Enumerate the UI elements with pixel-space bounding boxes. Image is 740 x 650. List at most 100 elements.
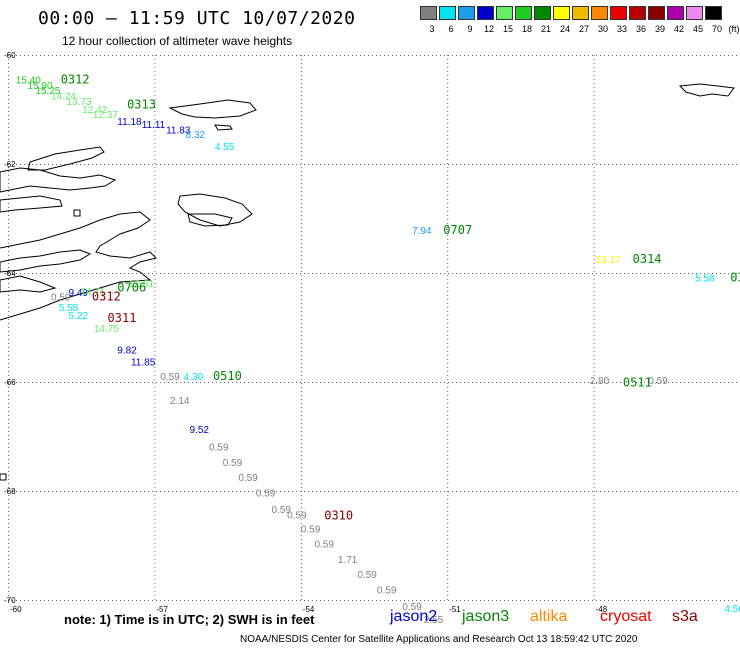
- wave-height-value: 15.40: [16, 75, 41, 86]
- longitude-label: -54: [303, 605, 315, 614]
- wave-height-value: 23.17: [596, 255, 621, 266]
- colorbar-swatch: [515, 6, 532, 20]
- wave-height-value: 5.22: [69, 311, 89, 322]
- colorbar-swatch: [458, 6, 475, 20]
- longitude-label: -48: [596, 605, 608, 614]
- map-grid: -60-57-54-51-48-45-60-62-64-66-68-70: [4, 51, 737, 614]
- latitude-label: -66: [4, 378, 16, 387]
- wave-height-value: 0.59: [238, 473, 258, 484]
- pass-time-label: 0312: [92, 289, 121, 303]
- satellite-jason3: jason3: [462, 608, 510, 625]
- pass-time-label: 0312: [61, 72, 90, 86]
- colorbar-tick-label: 70: [711, 24, 722, 34]
- map-title: 00:00 – 11:59 UTC 10/07/2020: [38, 8, 356, 29]
- colorbar-swatch: [477, 6, 494, 20]
- colorbar-tick-label: 21: [540, 24, 551, 34]
- wave-height-value: 0.59: [357, 570, 377, 581]
- wave-height-value: 0.59: [301, 524, 321, 535]
- colorbar-swatch: [534, 6, 551, 20]
- colorbar-tick-label: 15: [502, 24, 513, 34]
- wave-height-value: 0.59: [223, 458, 243, 469]
- pass-time-label: 03: [730, 271, 740, 285]
- wave-height-value: 0.59: [402, 602, 422, 613]
- wave-height-value: 0.59: [377, 585, 397, 596]
- wave-height-value: 2.55: [424, 615, 444, 626]
- colorbar-tick-label: 33: [616, 24, 627, 34]
- wave-height-value: 0.59: [256, 488, 276, 499]
- wave-height-value: 14.75: [94, 324, 119, 335]
- latitude-label: -60: [4, 51, 16, 60]
- observation-labels: 15.4015.9015.2514.2413.7312.4212.3711.18…: [16, 72, 740, 626]
- wave-height-value: 11.83: [166, 125, 191, 136]
- wave-height-value: 15.25: [35, 86, 60, 97]
- colorbar-swatch: [610, 6, 627, 20]
- pass-time-label: 0510: [213, 369, 242, 383]
- satellite-cryosat: cryosat: [600, 608, 652, 625]
- longitude-label: -57: [156, 605, 168, 614]
- colorbar-tick-label: 3: [429, 24, 435, 34]
- colorbar-swatch: [667, 6, 684, 20]
- satellite-jason2: jason2: [390, 608, 438, 625]
- wave-height-value: 14.71: [80, 287, 105, 298]
- colorbar-tick-label: 12: [483, 24, 494, 34]
- colorbar-swatch: [705, 6, 722, 20]
- colorbar-tick-label: 27: [578, 24, 589, 34]
- wave-height-value: 12.42: [82, 105, 107, 116]
- colorbar-swatch: [496, 6, 513, 20]
- latitude-label: -68: [4, 487, 16, 496]
- colorbar-tick-label: 6: [448, 24, 454, 34]
- pass-time-label: 0706: [117, 281, 146, 295]
- peninsula-outline: [0, 275, 57, 293]
- wave-height-value: 9.52: [190, 425, 210, 436]
- wave-height-value: 7.94: [412, 226, 432, 237]
- wave-height-value: 12.37: [93, 110, 118, 121]
- map-subtitle: 12 hour collection of altimeter wave hei…: [62, 34, 293, 48]
- footer-credit: NOAA/NESDIS Center for Satellite Applica…: [240, 634, 638, 645]
- wave-height-value: 9.82: [117, 346, 137, 357]
- colorbar-swatch: [591, 6, 608, 20]
- wave-height-value: 13.73: [67, 97, 92, 108]
- wave-height-value: 0.59: [209, 443, 229, 454]
- pass-time-label: 0311: [108, 311, 137, 325]
- wave-height-value: 12.61: [129, 279, 154, 290]
- footer-note: note: 1) Time is in UTC; 2) SWH is in fe…: [64, 612, 315, 627]
- wave-height-value: 5.58: [695, 274, 715, 285]
- wave-height-value: 11.85: [131, 358, 156, 369]
- peninsula-outline: [0, 211, 157, 321]
- colorbar-tick-label: 39: [654, 24, 665, 34]
- wave-height-value: 0.59: [272, 505, 292, 516]
- wave-height-value: 0.59: [160, 372, 180, 383]
- colorbar-tick-label: 45: [692, 24, 703, 34]
- wave-height-value: 9.49: [69, 288, 89, 299]
- wave-height-value: 0.59: [648, 376, 668, 387]
- colorbar-tick-label: 24: [559, 24, 570, 34]
- latitude-label: -70: [4, 596, 16, 605]
- colorbar-swatch: [629, 6, 646, 20]
- colorbar-tick-label: 18: [521, 24, 532, 34]
- colorbar-tick-label: 36: [635, 24, 646, 34]
- wave-height-value: 0.59: [287, 510, 307, 521]
- wave-height-value: 2.80: [590, 376, 610, 387]
- satellite-altika: altika: [530, 608, 568, 625]
- colorbar-swatch: [572, 6, 589, 20]
- island-outline: [187, 213, 233, 227]
- wave-height-value: 4.56: [724, 604, 740, 615]
- colorbar-swatch: [553, 6, 570, 20]
- island-outline: [177, 193, 253, 227]
- island-outline: [0, 473, 7, 481]
- colorbar-swatch: [420, 6, 437, 20]
- colorbar-swatch: [686, 6, 703, 20]
- colorbar-units: (ft): [728, 24, 740, 34]
- colorbar-tick-label: 42: [673, 24, 684, 34]
- wave-height-value: 11.11: [142, 120, 166, 131]
- pass-time-label: 0707: [443, 223, 472, 237]
- wave-height-value: 2.14: [170, 396, 190, 407]
- wave-height-value: 5.58: [59, 303, 79, 314]
- wave-height-value: 14.24: [51, 92, 76, 103]
- coastline: [0, 83, 735, 481]
- island-outline: [0, 195, 63, 213]
- satellite-s3a: s3a: [672, 608, 698, 625]
- pass-time-label: 0511: [623, 375, 652, 389]
- island-outline: [168, 99, 257, 119]
- island-outline: [0, 167, 117, 193]
